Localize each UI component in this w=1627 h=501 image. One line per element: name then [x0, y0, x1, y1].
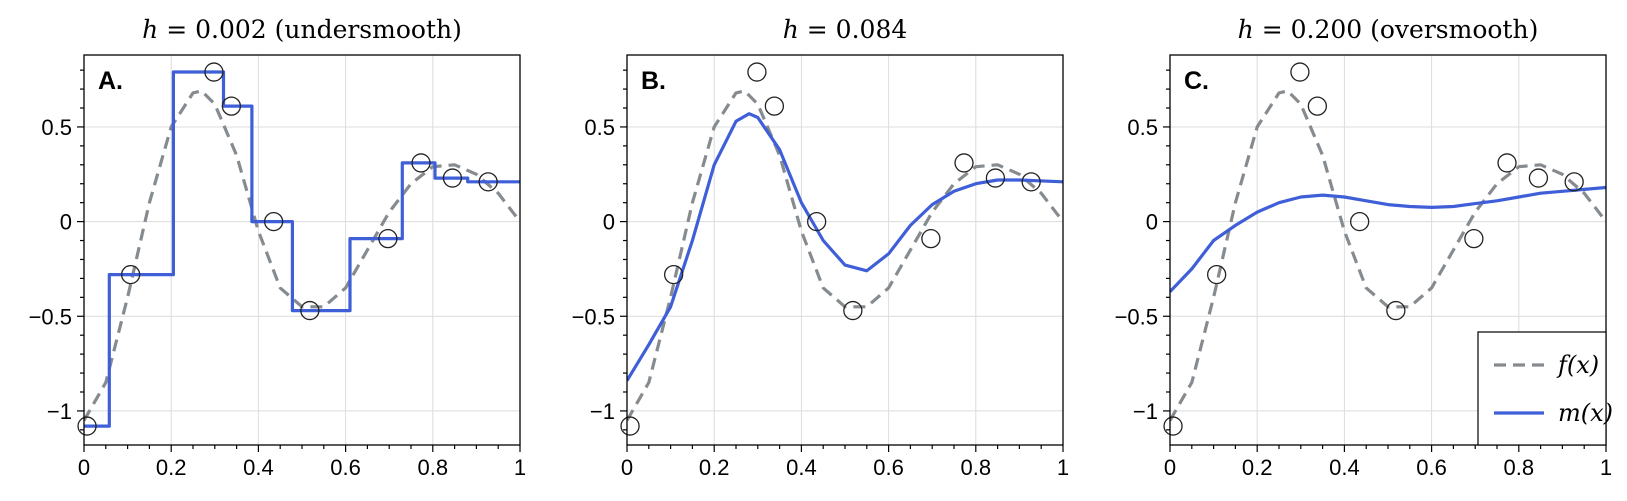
y-tick-label: 0: [1146, 210, 1158, 235]
data-point: [411, 153, 431, 173]
data-point: [378, 228, 398, 249]
x-tick-label: 0.6: [330, 455, 361, 480]
panel-label: C.: [1184, 67, 1209, 95]
x-tick-label: 0.8: [418, 455, 449, 480]
data-point: [221, 96, 242, 116]
plot-area: [84, 70, 520, 428]
data-point: [1386, 300, 1406, 321]
y-tick-label: −1: [47, 399, 72, 424]
data-point: [843, 300, 863, 321]
data-point: [1528, 168, 1549, 188]
panel-c: 0 0.2 0.4 0.6 0.8 1 −1 −0.5 0 0.5 C. h = 0.200 (ove…: [1115, 15, 1613, 480]
data-point: [620, 416, 640, 436]
data-point: [807, 211, 827, 232]
data-point: [204, 62, 224, 82]
y-tick-label: −0.5: [1115, 304, 1158, 329]
x-tick-label: 1: [514, 455, 526, 480]
y-tick-label: 0.5: [41, 115, 72, 140]
plot-area: [1170, 89, 1606, 422]
legend-label: f(x): [1556, 351, 1599, 379]
legend-box: [1477, 331, 1607, 446]
y-tick-label: 0: [60, 210, 72, 235]
y-tick-label: −1: [590, 399, 615, 424]
y-tick-label: 0.5: [1127, 115, 1158, 140]
data-point: [1564, 172, 1584, 192]
chart-title: h = 0.200 (oversmooth): [1238, 15, 1539, 44]
y-tick-label: 0: [603, 210, 615, 235]
x-tick-label: 0: [78, 455, 90, 480]
data-point: [1290, 62, 1310, 82]
true-function-line: [627, 89, 1063, 422]
data-point: [954, 153, 974, 173]
x-tick-label: 1: [1600, 455, 1612, 480]
x-tick-label: 0.2: [1242, 455, 1273, 480]
x-tick-label: 0: [1164, 455, 1176, 480]
data-point: [478, 172, 498, 192]
chart-title: h = 0.084: [783, 15, 908, 44]
x-tick-label: 0.6: [873, 455, 904, 480]
estimate-line: [627, 112, 1063, 382]
data-point: [664, 264, 684, 285]
x-tick-label: 0: [621, 455, 633, 480]
x-tick-label: 0.6: [1416, 455, 1447, 480]
panel-label: A.: [98, 67, 123, 95]
data-point: [1307, 96, 1328, 116]
x-tick-label: 0.2: [699, 455, 730, 480]
data-point: [985, 168, 1006, 188]
estimate-line: [1170, 185, 1606, 293]
x-tick-label: 0.2: [156, 455, 187, 480]
chart-title: h = 0.002 (undersmooth): [142, 15, 462, 44]
data-point: [300, 300, 320, 321]
plot-area: [627, 89, 1063, 422]
data-point: [1207, 264, 1227, 285]
x-tick-label: 0.4: [786, 455, 817, 480]
data-point: [264, 211, 284, 232]
y-tick-label: −0.5: [29, 304, 72, 329]
x-tick-label: 0.8: [1504, 455, 1535, 480]
x-tick-label: 0.4: [1329, 455, 1360, 480]
y-tick-label: −1: [1133, 399, 1158, 424]
estimate-line: [84, 70, 520, 428]
panel-b: 0 0.2 0.4 0.6 0.8 1 −1 −0.5 0 0.5 B. h = 0.084: [572, 15, 1070, 480]
data-point: [442, 168, 463, 188]
data-point: [77, 416, 97, 436]
panel-a: 0 0.2 0.4 0.6 0.8 1 −1 −0.5 0 0.5 A. h = 0.002 (und…: [29, 15, 527, 480]
data-point: [1464, 228, 1484, 249]
x-tick-label: 1: [1057, 455, 1069, 480]
data-point: [1350, 211, 1370, 232]
data-point: [1021, 172, 1041, 192]
x-tick-label: 0.4: [243, 455, 274, 480]
data-point: [764, 96, 785, 116]
data-point: [1163, 416, 1183, 436]
axes-frame: [83, 54, 521, 446]
axes-frame: [626, 54, 1064, 446]
y-tick-label: −0.5: [572, 304, 615, 329]
data-point: [747, 62, 767, 82]
data-point: [1497, 153, 1517, 173]
true-function-line: [84, 89, 520, 422]
x-tick-label: 0.8: [961, 455, 992, 480]
data-point: [921, 228, 941, 249]
legend-label: m(x): [1558, 399, 1613, 427]
legend: f(x) m(x): [1477, 331, 1613, 446]
data-point: [121, 264, 141, 285]
panel-label: B.: [641, 67, 666, 95]
true-function-line: [1170, 89, 1606, 422]
y-tick-label: 0.5: [584, 115, 615, 140]
